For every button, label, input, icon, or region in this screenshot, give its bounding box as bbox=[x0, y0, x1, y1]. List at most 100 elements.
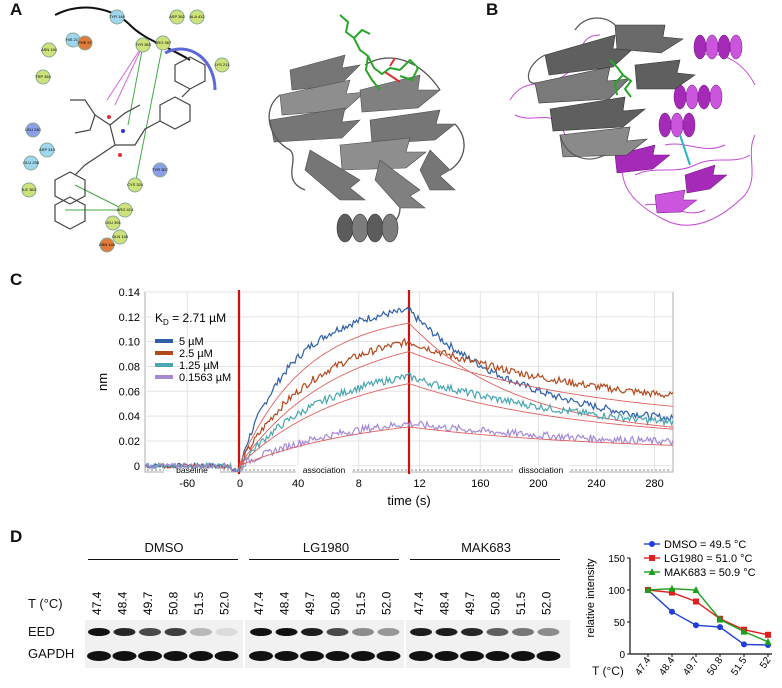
panel-letter-d: D bbox=[10, 527, 23, 546]
eed-band bbox=[164, 628, 187, 636]
group-underline-dmso bbox=[88, 559, 238, 560]
eed-band bbox=[410, 628, 432, 636]
residue-label: TYR 365 bbox=[135, 42, 152, 47]
y-tick-label: 0.06 bbox=[119, 386, 140, 398]
group-underline-mak683 bbox=[410, 559, 560, 560]
residue-label: LEU 240 bbox=[25, 127, 41, 132]
eed-band bbox=[215, 628, 238, 636]
group-header-lg1980: LG1980 bbox=[302, 540, 350, 555]
gapdh-band bbox=[536, 651, 561, 661]
eed-band bbox=[486, 628, 509, 636]
row-label-gapdh: GAPDH bbox=[28, 646, 75, 661]
d-point bbox=[741, 641, 747, 648]
series-line bbox=[145, 306, 673, 472]
residue-label: LEU 391 bbox=[105, 220, 121, 225]
d-x-tick-label: 47.4 bbox=[633, 655, 653, 678]
temp-label: 49.7 bbox=[463, 591, 477, 615]
gapdh-band bbox=[485, 651, 510, 661]
x-tick-label: 8 bbox=[356, 478, 362, 490]
d-series-line bbox=[647, 589, 769, 636]
residue-label: ARG 367 bbox=[155, 40, 172, 45]
eed-band bbox=[377, 628, 400, 636]
temp-axis-label: T (°C) bbox=[28, 596, 63, 611]
protein-structure-a bbox=[268, 14, 465, 243]
temp-label: 49.7 bbox=[141, 591, 155, 615]
row-label-eed: EED bbox=[28, 624, 55, 639]
group-header-mak683: MAK683 bbox=[461, 540, 511, 555]
gapdh-band bbox=[376, 651, 401, 661]
eed-band bbox=[461, 628, 483, 636]
d-point bbox=[669, 589, 675, 596]
d-point bbox=[693, 598, 699, 605]
blot-group-headers: DMSO LG1980 MAK683 bbox=[88, 540, 568, 558]
y-tick-label: 0.14 bbox=[119, 287, 140, 299]
d-x-axis-title: T (°C) bbox=[592, 664, 624, 678]
residue-label: GLN 145 bbox=[112, 234, 129, 239]
d-point bbox=[669, 608, 675, 615]
eed-band bbox=[435, 628, 458, 636]
temp-label: 52.0 bbox=[380, 591, 394, 615]
temp-label: 52.0 bbox=[218, 591, 232, 615]
d-point bbox=[765, 631, 771, 638]
gapdh-band bbox=[409, 651, 433, 661]
residue-label: ASN 146 bbox=[99, 242, 116, 247]
residue-label: GLU 238 bbox=[23, 160, 40, 165]
residue-label: PHE 97 bbox=[78, 40, 93, 45]
gapdh-band bbox=[325, 651, 350, 661]
gapdh-band bbox=[434, 651, 459, 661]
eed-band bbox=[512, 628, 534, 636]
gapdh-band bbox=[351, 651, 375, 661]
residue-label: ARG 414 bbox=[117, 207, 134, 212]
y-tick-label: 0.02 bbox=[119, 436, 140, 448]
protein-complex-b bbox=[509, 17, 756, 226]
eed-band bbox=[352, 628, 374, 636]
d-legend-marker bbox=[648, 568, 656, 575]
y-axis-title: nm bbox=[95, 373, 110, 391]
d-point bbox=[740, 627, 748, 635]
legend-label: 2.5 µM bbox=[179, 348, 213, 360]
d-point bbox=[693, 622, 699, 629]
eed-band bbox=[250, 628, 272, 636]
gapdh-band bbox=[138, 651, 162, 661]
y-tick-label: 0.08 bbox=[119, 361, 140, 373]
phase-label: dissociation bbox=[519, 465, 564, 475]
d-y-tick-label: 50 bbox=[614, 618, 626, 629]
western-blot-image bbox=[85, 620, 570, 668]
bli-sensorgram: nm time (s) 0 0.02 0.04 0.06 0.08 0.10 0.12 0.1… bbox=[95, 287, 674, 508]
x-tick-label: -60 bbox=[179, 478, 195, 490]
legend-swatch bbox=[155, 339, 173, 343]
temp-label: 51.5 bbox=[354, 591, 368, 615]
kd-label: KD = 2.71 µM bbox=[155, 311, 226, 327]
gapdh-band bbox=[163, 651, 188, 661]
eed-band bbox=[113, 628, 136, 636]
residue-label: ASN 194 bbox=[41, 47, 58, 52]
x-tick-label: 160 bbox=[471, 478, 489, 490]
x-tick-label: 12 bbox=[413, 478, 425, 490]
residue-label: ALA 412 bbox=[189, 14, 205, 19]
d-y-tick-label: 100 bbox=[608, 586, 625, 597]
residue-label: TYR 148 bbox=[109, 14, 126, 19]
temp-label: 50.8 bbox=[489, 591, 503, 615]
cetsa-melt-curve: relative intensity 0 50 100 150 47.4 48.4 49.7… bbox=[585, 539, 774, 678]
residue-label: TRP 364 bbox=[35, 74, 51, 79]
panel-letter-b: B bbox=[486, 0, 499, 19]
d-series-line bbox=[647, 587, 769, 643]
d-x-tick-label: 50.8 bbox=[705, 655, 725, 678]
gapdh-band bbox=[300, 651, 324, 661]
temp-label: 47.4 bbox=[252, 591, 266, 615]
x-tick-label: 0 bbox=[237, 478, 243, 490]
d-point bbox=[644, 586, 652, 593]
residue-label: HIS 213 bbox=[66, 37, 81, 42]
temp-label: 48.4 bbox=[278, 591, 292, 615]
d-legend-label: MAK683 = 50.9 °C bbox=[664, 567, 756, 579]
x-tick-label: 40 bbox=[292, 478, 304, 490]
legend-label: 1.25 µM bbox=[179, 360, 219, 372]
eed-band bbox=[275, 628, 298, 636]
panel-letter-c: C bbox=[10, 270, 23, 289]
y-tick-label: 0.10 bbox=[119, 337, 140, 349]
y-tick-label: 0 bbox=[134, 461, 140, 473]
series-line bbox=[145, 337, 673, 472]
eed-band bbox=[537, 628, 560, 636]
d-series-line bbox=[647, 589, 769, 646]
eed-band bbox=[190, 628, 212, 636]
